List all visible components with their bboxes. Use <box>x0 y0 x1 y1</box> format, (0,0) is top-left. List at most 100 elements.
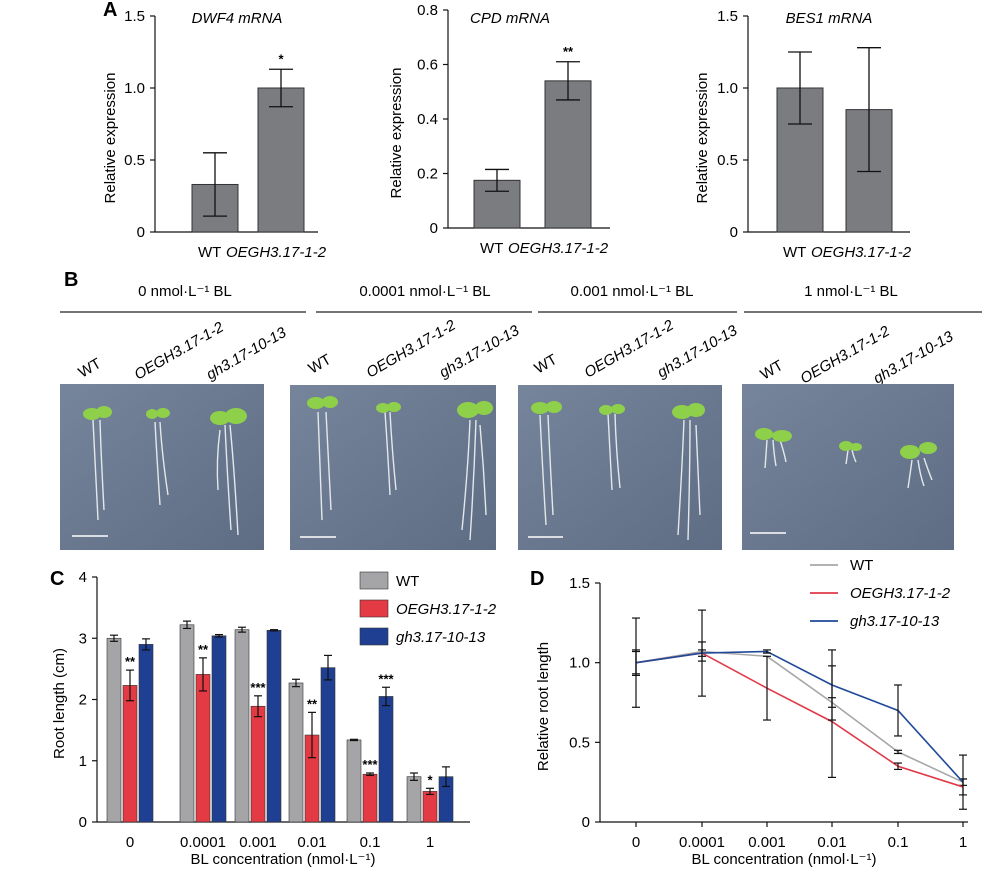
y-tick-label: 1.0 <box>717 80 738 97</box>
x-category-label: WT <box>198 244 221 261</box>
condition-label-0: 0 nmol·L⁻¹ BL <box>138 283 232 300</box>
y-tick-label: 1.5 <box>717 8 738 25</box>
x-category-label: OEGH3.17-1-2 <box>508 240 609 257</box>
significance-label: *** <box>362 757 378 772</box>
x-category-label: 0.001 <box>748 834 786 851</box>
y-tick-label: 0 <box>137 224 145 241</box>
significance-label: ** <box>307 696 318 711</box>
genotype-label-wt-3: WT <box>758 357 787 383</box>
bar <box>257 87 305 233</box>
legend-label: gh3.17-10-13 <box>850 613 940 630</box>
bar <box>122 685 138 823</box>
bar <box>406 776 422 823</box>
legend-label: gh3.17-10-13 <box>396 629 486 646</box>
chart-title: BES1 mRNA <box>786 10 873 27</box>
y-tick-label: 0.6 <box>417 57 438 74</box>
x-category-label: 1 <box>426 834 434 851</box>
legend-label: WT <box>396 573 419 590</box>
y-tick-label: 0.2 <box>417 166 438 183</box>
x-category-label: OEGH3.17-1-2 <box>226 244 327 261</box>
significance-label: *** <box>378 671 394 686</box>
y-tick-label: 0.4 <box>417 111 438 128</box>
condition-label-1: 0.0001 nmol·L⁻¹ BL <box>359 283 490 300</box>
legend-label: OEGH3.17-1-2 <box>396 601 497 618</box>
x-category-label: 0.0001 <box>679 834 725 851</box>
bar <box>346 739 362 823</box>
bar <box>378 696 394 823</box>
chart-dwf4-expression: 0 0.5 1.0 1.5 Relative expression DWF4 mRNA * W… <box>102 8 327 261</box>
y-tick-label: 0.5 <box>569 734 590 751</box>
y-tick-label: 0 <box>79 814 87 831</box>
panel-letter-a: A <box>103 0 117 21</box>
significance-label: * <box>427 772 433 787</box>
y-tick-label: 0 <box>430 220 438 237</box>
seedling-photo-panel: 0 nmol·L⁻¹ BL 0.0001 nmol·L⁻¹ BL 0.001 n… <box>60 283 982 550</box>
y-tick-label: 0.5 <box>717 152 738 169</box>
seedling-photo-1 <box>290 385 496 550</box>
bar <box>544 80 592 229</box>
y-axis-title: Root length (cm) <box>51 648 68 759</box>
bar <box>179 624 195 823</box>
y-tick-label: 0 <box>582 814 590 831</box>
y-tick-label: 0.5 <box>124 152 145 169</box>
chart-root-length: 0 1 2 3 4 Root length (cm) BL concentration (n… <box>51 569 497 868</box>
condition-label-3: 1 nmol·L⁻¹ BL <box>804 283 898 300</box>
x-category-label: 0.0001 <box>180 834 226 851</box>
y-axis-title: Relative expression <box>694 73 711 204</box>
x-category-label: WT <box>783 244 806 261</box>
x-category-label: 0.1 <box>888 834 909 851</box>
chart-relative-root-length: 0 0.5 1.0 1.5 0 0.0001 0.001 0.01 0.1 1 Relative r… <box>535 557 968 868</box>
x-axis-title: BL concentration (nmol·L⁻¹) <box>692 851 877 868</box>
series-line <box>635 650 964 783</box>
x-category-label: 0.01 <box>817 834 846 851</box>
x-category-label: 0.01 <box>297 834 326 851</box>
bar <box>106 637 122 823</box>
bar <box>234 629 250 823</box>
genotype-label-wt-1: WT <box>306 351 335 377</box>
bar <box>138 644 154 823</box>
legend-label: OEGH3.17-1-2 <box>850 585 951 602</box>
series-line <box>635 650 964 783</box>
y-tick-label: 1.5 <box>124 8 145 25</box>
significance-label: * <box>278 51 284 66</box>
y-tick-label: 4 <box>79 569 87 586</box>
chart-title: DWF4 mRNA <box>192 10 283 27</box>
legend-label: WT <box>850 557 873 574</box>
y-tick-label: 0.8 <box>417 2 438 19</box>
y-axis-title: Relative expression <box>388 68 405 199</box>
panel-letter-d: D <box>530 568 544 590</box>
significance-label: ** <box>125 654 136 669</box>
significance-label: ** <box>198 642 209 657</box>
series-line <box>635 652 964 788</box>
bar <box>288 682 304 823</box>
x-category-label: 1 <box>959 834 967 851</box>
x-category-label: WT <box>480 240 503 257</box>
y-tick-label: 1.0 <box>569 655 590 672</box>
bar <box>250 705 266 823</box>
legend-swatch <box>359 571 389 590</box>
bar <box>320 667 336 823</box>
seedling-photo-3 <box>742 384 954 550</box>
y-tick-label: 0 <box>730 224 738 241</box>
chart-cpd-expression: 0 0.2 0.4 0.6 0.8 Relative expression CPD mRNA… <box>388 2 610 257</box>
x-category-label: OEGH3.17-1-2 <box>811 244 912 261</box>
y-axis-title: Relative root length <box>535 642 552 771</box>
bar <box>422 791 438 823</box>
x-axis-title: BL concentration (nmol·L⁻¹) <box>191 851 376 868</box>
seedling-photo-0 <box>60 384 264 550</box>
bar <box>211 635 227 823</box>
y-tick-label: 2 <box>79 692 87 709</box>
legend-swatch <box>359 627 389 646</box>
panel-letter-c: C <box>50 568 64 590</box>
y-tick-label: 3 <box>79 630 87 647</box>
x-category-label: 0.1 <box>360 834 381 851</box>
genotype-label-wt-2: WT <box>532 351 561 377</box>
chart-title: CPD mRNA <box>470 10 550 27</box>
seedling-photo-2 <box>518 385 722 550</box>
bar <box>266 629 282 823</box>
bar <box>362 773 378 823</box>
genotype-label-wt-0: WT <box>76 355 105 381</box>
y-tick-label: 1.5 <box>569 575 590 592</box>
significance-label: ** <box>563 44 574 59</box>
